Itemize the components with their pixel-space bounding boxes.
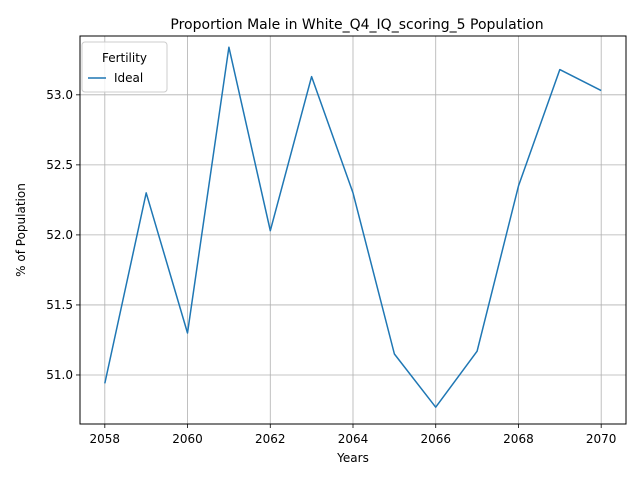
y-axis-label: % of Population <box>14 183 28 277</box>
legend-label-ideal: Ideal <box>114 71 143 85</box>
x-axis-ticks: 2058 2060 2062 2064 2066 2068 2070 <box>90 424 617 446</box>
chart-title: Proportion Male in White_Q4_IQ_scoring_5… <box>170 17 543 33</box>
x-tick-label: 2060 <box>172 432 203 446</box>
x-tick-label: 2058 <box>90 432 121 446</box>
y-tick-label: 52.5 <box>46 158 73 172</box>
x-tick-label: 2068 <box>503 432 534 446</box>
series-line-ideal <box>104 46 602 408</box>
x-tick-label: 2064 <box>338 432 369 446</box>
x-tick-label: 2066 <box>420 432 451 446</box>
y-tick-label: 53.0 <box>46 88 73 102</box>
y-tick-label: 52.0 <box>46 228 73 242</box>
y-axis-ticks: 51.0 51.5 52.0 52.5 53.0 <box>46 88 80 382</box>
series-lines <box>104 46 602 408</box>
y-tick-label: 51.5 <box>46 298 73 312</box>
x-tick-label: 2070 <box>586 432 617 446</box>
legend: Fertility Ideal <box>81 41 168 93</box>
x-axis-label: Years <box>336 451 369 465</box>
x-tick-label: 2062 <box>255 432 286 446</box>
legend-title: Fertility <box>102 51 147 65</box>
y-tick-label: 51.0 <box>46 368 73 382</box>
legend-box <box>81 41 168 93</box>
